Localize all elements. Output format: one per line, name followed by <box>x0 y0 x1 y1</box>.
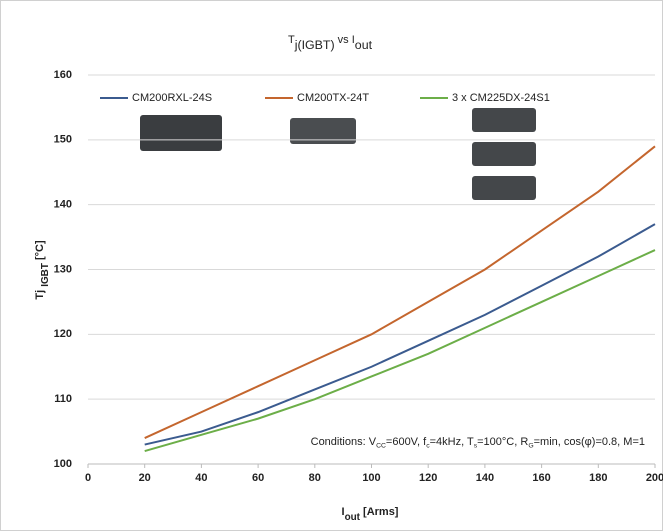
xlabel: Iout [Arms] <box>342 506 399 523</box>
x-tick-label: 180 <box>589 472 607 484</box>
module-image <box>472 142 536 166</box>
text-part: [°C] <box>34 240 46 263</box>
y-tick-label: 130 <box>54 263 72 275</box>
x-tick-label: 0 <box>85 472 91 484</box>
text-part: =100°C, R <box>477 436 528 448</box>
x-tick-label: 60 <box>252 472 264 484</box>
x-tick-label: 20 <box>139 472 151 484</box>
module-image <box>472 108 536 132</box>
legend-label: CM200TX-24T <box>297 92 369 104</box>
subscript: CC <box>376 442 386 449</box>
subscript: j(IGBT) <box>294 38 335 52</box>
subscript: G <box>528 442 533 449</box>
subscript: out <box>355 38 373 52</box>
subscript: c <box>426 442 430 449</box>
text-part: [Arms] <box>360 506 399 518</box>
legend-label: 3 x CM225DX-24S1 <box>452 92 550 104</box>
x-tick-label: 120 <box>419 472 437 484</box>
x-tick-label: 40 <box>195 472 207 484</box>
y-tick-label: 160 <box>54 69 72 81</box>
y-tick-label: 120 <box>54 328 72 340</box>
ylabel: Tj IGBT [°C] <box>34 240 51 300</box>
module-image <box>140 115 222 151</box>
series-line <box>144 223 656 446</box>
x-tick-label: 100 <box>362 472 380 484</box>
series-line <box>144 249 656 452</box>
module-image <box>290 118 356 144</box>
x-tick-label: 200 <box>646 472 663 484</box>
text-part: =4kHz, T <box>430 436 474 448</box>
subscript: s <box>474 442 478 449</box>
text-part: T <box>288 34 295 46</box>
x-tick-label: 140 <box>476 472 494 484</box>
text-part: Conditions: V <box>311 436 377 448</box>
y-tick-label: 110 <box>54 393 72 405</box>
x-tick-label: 80 <box>309 472 321 484</box>
module-images <box>140 108 536 200</box>
subscript: out <box>345 511 361 522</box>
text-part: =600V, f <box>386 436 427 448</box>
title: Tj(IGBT) vs Iout <box>288 34 373 52</box>
x-tick-label: 160 <box>532 472 550 484</box>
text-part: I <box>342 506 345 518</box>
text-part: =min, cos(φ)=0.8, M=1 <box>534 436 645 448</box>
text-part: Tj <box>34 287 46 300</box>
y-tick-label: 100 <box>54 458 72 470</box>
y-tick-label: 150 <box>54 134 72 146</box>
annotation: Conditions: VCC=600V, fc=4kHz, Ts=100°C,… <box>311 436 645 449</box>
module-image <box>472 176 536 200</box>
text-part: vs I <box>335 34 355 46</box>
series-line <box>144 145 656 439</box>
y-tick-label: 140 <box>54 199 72 211</box>
legend-label: CM200RXL-24S <box>132 92 212 104</box>
subscript: IGBT <box>39 263 50 287</box>
